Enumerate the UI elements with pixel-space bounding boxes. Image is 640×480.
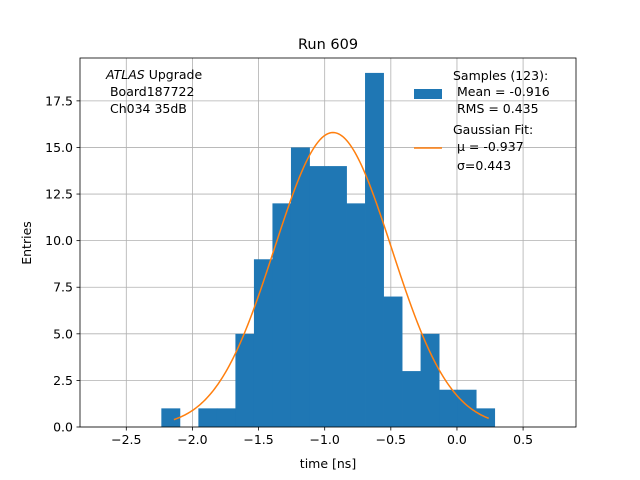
histogram-bar <box>309 166 329 427</box>
svg-text:ATLAS Upgrade: ATLAS Upgrade <box>105 67 202 82</box>
y-axis-label: Entries <box>19 221 34 265</box>
histogram-bar <box>198 408 218 427</box>
x-axis-ticks: −2.5 −2.0 −1.5 −1.0 −0.5 0.0 0.5 <box>111 427 533 447</box>
legend-fit-mu: μ = -0.937 <box>453 139 524 154</box>
histogram-bar <box>457 389 477 427</box>
legend-samples-rms: RMS = 0.435 <box>453 101 539 116</box>
y-tick-label: 12.5 <box>45 187 73 202</box>
x-tick-label: −1.5 <box>243 432 273 447</box>
annotation-atlas: ATLAS <box>105 67 145 82</box>
legend-fit-sigma: σ=0.443 <box>453 158 511 173</box>
histogram-bar <box>235 333 255 427</box>
plot-frame <box>79 57 577 428</box>
histogram-bar <box>328 166 347 427</box>
x-tick-label: −2.5 <box>111 432 141 447</box>
x-tick-label: 0.0 <box>447 432 467 447</box>
y-axis-ticks: 0.0 2.5 5.0 7.5 10.0 12.5 15.0 17.5 <box>45 93 80 435</box>
histogram-bar <box>383 296 403 427</box>
histogram-bar <box>365 72 384 427</box>
x-tick-label: 0.5 <box>513 432 533 447</box>
annotation-board: Board187722 <box>106 84 194 99</box>
y-tick-label: 5.0 <box>53 326 73 341</box>
histogram-bar <box>216 408 236 427</box>
legend-samples-swatch <box>414 89 442 99</box>
x-tick-label: −1.0 <box>310 432 340 447</box>
atlas-annotation: ATLAS Upgrade Board187722 Ch034 35dB <box>105 67 202 116</box>
y-tick-label: 2.5 <box>53 373 73 388</box>
y-tick-label: 7.5 <box>53 280 73 295</box>
histogram-bar <box>420 333 440 427</box>
legend-samples-mean: Mean = -0.916 <box>453 84 550 99</box>
chart-title: Run 609 <box>298 37 358 53</box>
histogram-bar <box>272 203 292 427</box>
histogram-bar <box>290 147 310 428</box>
histogram-bar <box>253 259 273 427</box>
x-tick-label: −0.5 <box>376 432 406 447</box>
legend-samples-title: Samples (123): <box>453 68 548 83</box>
y-tick-label: 17.5 <box>45 93 73 108</box>
annotation-channel: Ch034 35dB <box>106 101 187 116</box>
y-tick-label: 0.0 <box>53 420 73 435</box>
x-tick-label: −2.0 <box>177 432 207 447</box>
y-tick-label: 15.0 <box>45 140 73 155</box>
histogram-bar <box>346 203 366 427</box>
histogram-bars <box>161 72 496 428</box>
histogram-bar <box>161 408 181 427</box>
legend: Samples (123): Mean = -0.916 RMS = 0.435… <box>414 68 550 173</box>
y-tick-label: 10.0 <box>45 233 73 248</box>
x-axis-label: time [ns] <box>300 456 356 471</box>
histogram-bar <box>402 371 421 427</box>
legend-fit-title: Gaussian Fit: <box>453 122 533 137</box>
annotation-upgrade: Upgrade <box>145 67 203 82</box>
histogram-bar <box>439 389 459 427</box>
gaussian-fit-curve <box>173 131 489 421</box>
